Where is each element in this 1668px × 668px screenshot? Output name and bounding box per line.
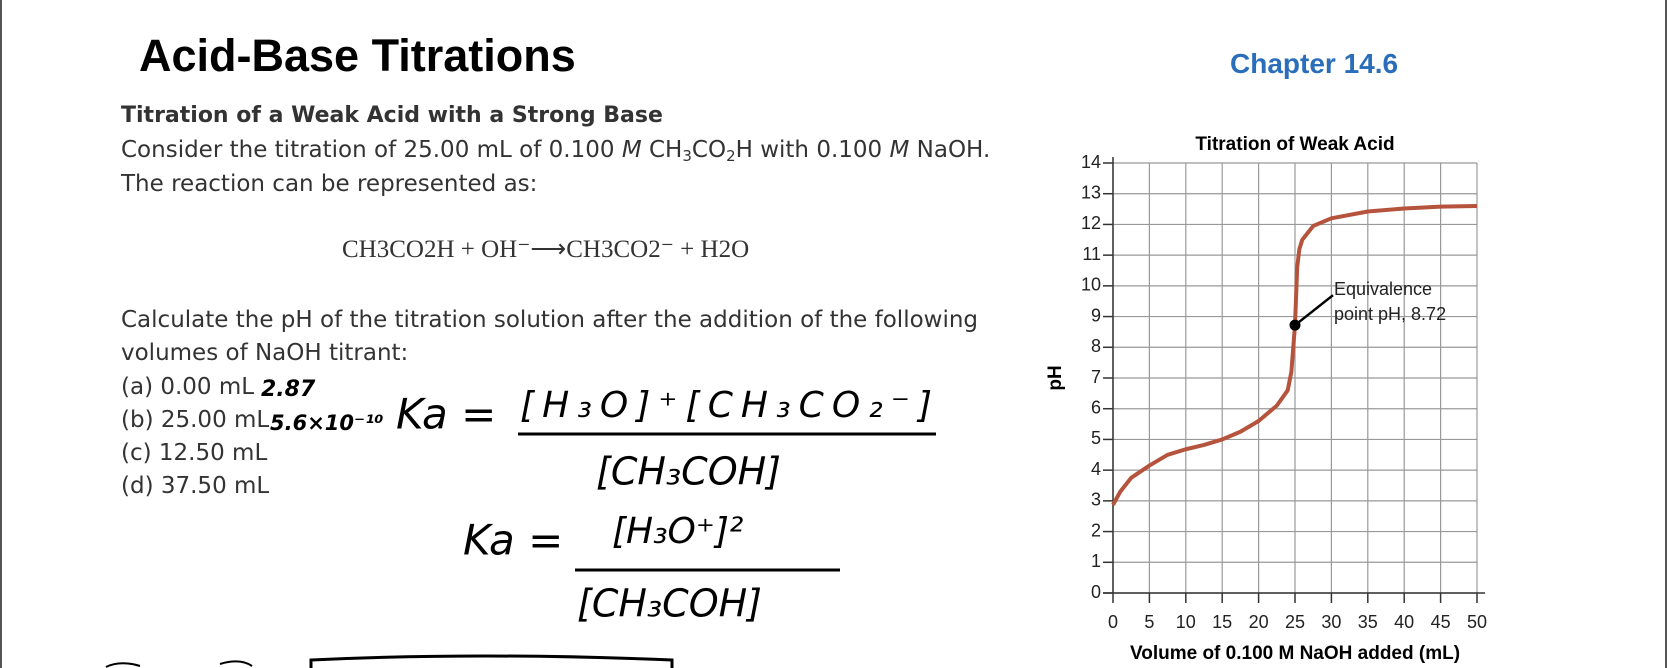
y-tick-label: 4 [1091, 459, 1101, 479]
text: CH [641, 137, 683, 163]
y-tick-label: 11 [1082, 244, 1101, 264]
x-tick-label: 25 [1285, 612, 1305, 632]
slide-title: Acid-Base Titrations [139, 30, 576, 81]
y-tick-label: 13 [1081, 182, 1101, 202]
x-tick-label: 20 [1249, 612, 1269, 632]
handwriting: [CH₃COH] [577, 582, 762, 626]
chart-title: Titration of Weak Acid [1195, 134, 1394, 155]
text: 2 [726, 147, 736, 165]
handwriting: [CH₃COH] [596, 450, 781, 494]
y-tick-label: 2 [1091, 520, 1101, 540]
text: M [889, 137, 910, 163]
x-tick-label: 15 [1212, 612, 1232, 632]
y-axis-label: pH [1045, 365, 1066, 390]
x-tick-label: 10 [1176, 612, 1196, 632]
y-tick-label: 7 [1091, 367, 1101, 387]
x-tick-label: 40 [1394, 612, 1414, 632]
chapter-label: Chapter 14.6 [1230, 48, 1399, 79]
y-tick-label: 5 [1091, 428, 1101, 448]
handwriting: [H₃O]⁺[CH₃CO₂⁻] [520, 385, 932, 426]
y-tick-label: 10 [1081, 275, 1101, 295]
handwriting: Ka = [463, 516, 563, 565]
y-tick-label: 0 [1091, 582, 1101, 602]
x-tick-label: 5 [1144, 612, 1154, 632]
handwriting: Ka = [396, 390, 496, 439]
data-line [1111, 204, 1478, 506]
x-tick-label: 30 [1321, 612, 1341, 632]
x-axis-label: Volume of 0.100 M NaOH added (mL) [1130, 643, 1460, 664]
x-tick-label: 50 [1467, 612, 1487, 632]
text: M [621, 137, 642, 163]
intro-line: Consider the titration of 25.00 mL of 0.… [121, 137, 990, 165]
equivalence-point [1289, 319, 1301, 331]
annotation-text: Equivalence [1334, 279, 1432, 299]
text: H with 0.100 [735, 137, 890, 163]
y-tick-label: 12 [1081, 213, 1101, 233]
y-tick-label: 8 [1091, 336, 1101, 356]
text: CO [691, 137, 727, 163]
annotation-leader [1294, 294, 1334, 327]
handwriting: 2.87 [261, 377, 316, 402]
scribble [105, 660, 253, 668]
equation: CH3CO2H + OH⁻⟶CH3CO2⁻ + H2O [342, 236, 750, 263]
item: (a) 0.00 mL [121, 374, 255, 400]
y-tick-label: 1 [1091, 551, 1101, 571]
y-tick-label: 6 [1091, 397, 1101, 417]
x-tick-label: 35 [1358, 612, 1378, 632]
handwriting: 5.6×10⁻¹⁰ [270, 411, 384, 435]
item: (b) 25.00 mL [121, 407, 270, 433]
intro-line: The reaction can be represented as: [121, 171, 538, 197]
y-tick-label: 3 [1091, 490, 1101, 510]
text: NaOH. [909, 137, 991, 163]
text: 3 [682, 147, 692, 165]
section-heading: Titration of a Weak Acid with a Strong B… [121, 103, 663, 128]
question-line: volumes of NaOH titrant: [121, 340, 409, 366]
box-scribble [309, 654, 674, 668]
item: (c) 12.50 mL [121, 440, 268, 466]
x-tick-label: 0 [1108, 612, 1118, 632]
item: (d) 37.50 mL [121, 473, 270, 499]
text: Consider the titration of 25.00 mL of 0.… [121, 137, 622, 163]
y-tick-label: 9 [1091, 305, 1101, 325]
question-line: Calculate the pH of the titration soluti… [121, 307, 979, 333]
handwriting: [H₃O⁺]² [612, 511, 743, 552]
y-tick-label: 14 [1081, 152, 1101, 172]
x-tick-label: 45 [1431, 612, 1451, 632]
annotation-text: point pH, 8.72 [1334, 304, 1446, 324]
